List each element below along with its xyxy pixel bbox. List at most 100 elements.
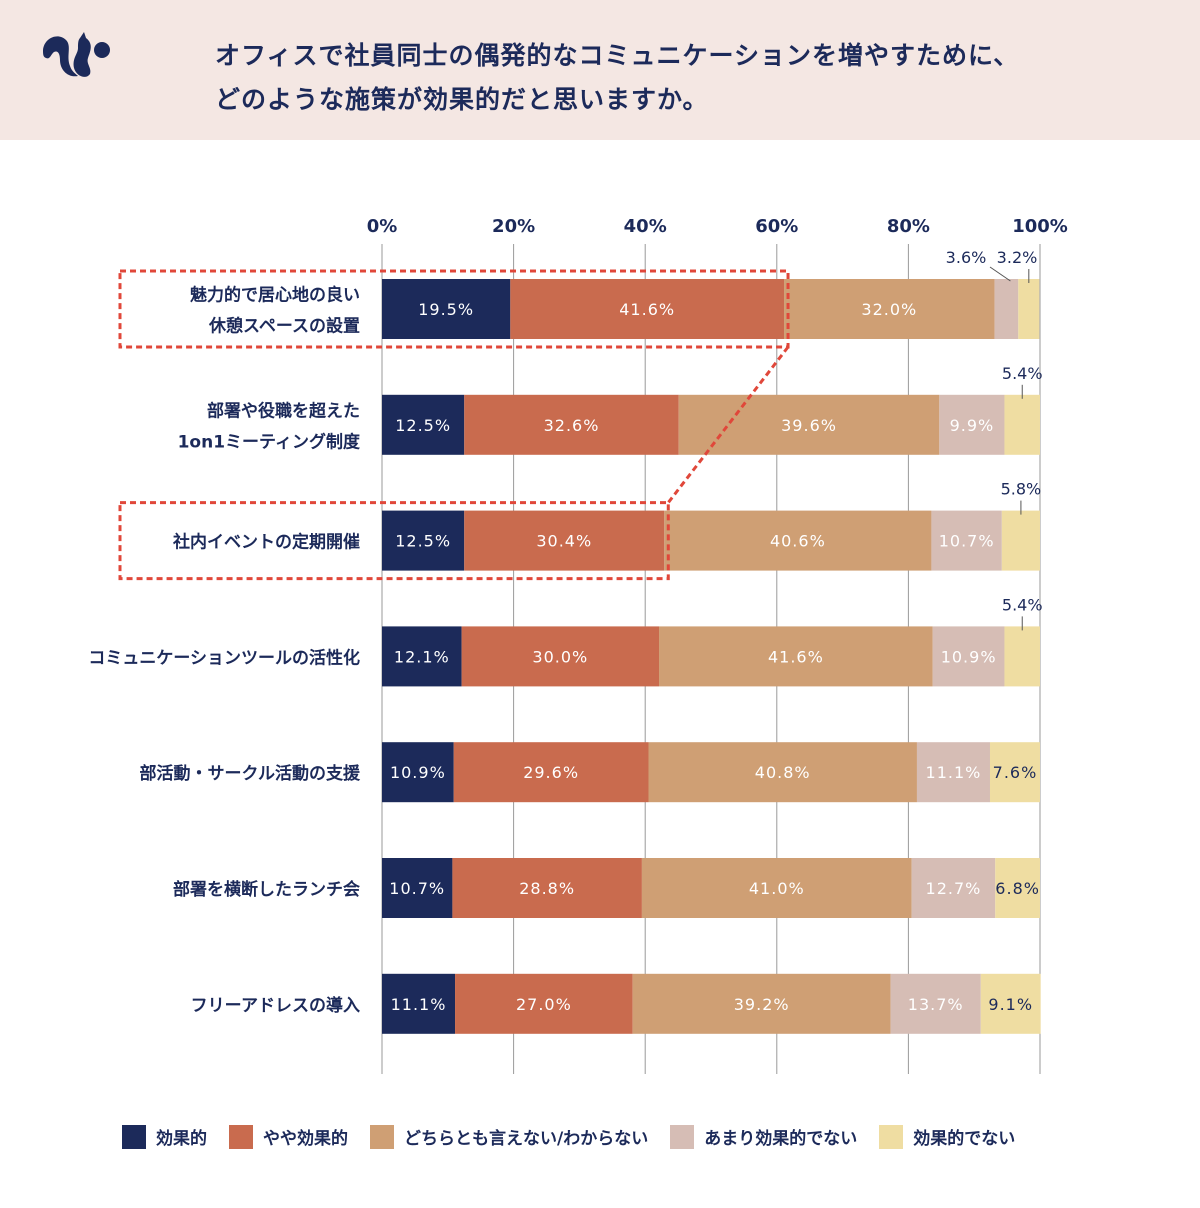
highlight-connector	[667, 346, 790, 504]
data-label: 10.7%	[939, 532, 995, 551]
data-label: 6.8%	[995, 879, 1040, 898]
data-label: 13.7%	[908, 995, 964, 1014]
data-label: 10.9%	[941, 647, 997, 666]
category-label: 魅力的で居心地の良い	[190, 285, 360, 306]
data-label: 40.8%	[755, 763, 811, 782]
legend-swatch	[122, 1124, 146, 1149]
category-label: 部署を横断したランチ会	[173, 879, 360, 900]
legend-item: 効果的	[122, 1124, 207, 1149]
bar-segment	[382, 858, 453, 918]
category-label: 休憩スペースの設置	[208, 316, 360, 337]
legend-swatch	[879, 1124, 904, 1149]
data-label: 9.1%	[988, 995, 1033, 1014]
data-label: 12.1%	[394, 647, 450, 666]
bar-segment	[382, 626, 462, 687]
data-label: 39.6%	[781, 416, 837, 435]
data-label: 11.1%	[926, 763, 982, 782]
x-tick-label: 40%	[624, 216, 667, 237]
x-tick-label: 80%	[887, 216, 930, 237]
data-label: 11.1%	[391, 995, 447, 1014]
bar-segment	[659, 626, 933, 687]
legend-item: やや効果的	[229, 1124, 348, 1149]
data-label: 9.9%	[950, 416, 995, 435]
highlight-box	[118, 501, 670, 581]
bar-segment	[648, 742, 917, 803]
legend: 効果的 やや効果的 どちらとも言えない/わからない あまり効果的でない 効果的でない	[122, 1124, 1015, 1149]
squirrel-logo-icon	[43, 32, 110, 77]
legend-swatch	[229, 1124, 253, 1149]
x-tick-label: 100%	[1012, 216, 1068, 237]
title-line-2: どのような施策が効果的だと思いますか。	[215, 85, 709, 114]
bar-segment	[1004, 394, 1040, 455]
bar-segment	[995, 858, 1040, 918]
data-label: 40.6%	[770, 532, 826, 551]
leader-line	[989, 266, 1011, 282]
title-line-1: オフィスで社員同士の偶発的なコミュニケーションを増やすために、	[215, 41, 1020, 70]
data-label: 5.4%	[1002, 595, 1043, 614]
legend-item: どちらとも言えない/わからない	[370, 1124, 648, 1149]
highlight-box	[118, 269, 790, 349]
legend-item: あまり効果的でない	[670, 1124, 857, 1149]
data-label: 12.7%	[926, 879, 982, 898]
data-label: 10.9%	[390, 763, 446, 782]
legend-label: やや効果的	[263, 1129, 348, 1149]
bar-segment	[994, 279, 1019, 339]
data-label: 19.5%	[418, 300, 474, 319]
legend-item: 効果的でない	[879, 1124, 1015, 1149]
data-label: 10.7%	[389, 879, 445, 898]
x-tick-label: 60%	[755, 216, 798, 237]
bar-segment	[382, 394, 465, 455]
data-label: 5.8%	[1001, 480, 1042, 499]
bar-segment	[939, 394, 1005, 455]
data-label: 30.0%	[532, 647, 588, 666]
data-label: 39.2%	[734, 995, 790, 1014]
data-label: 3.2%	[997, 248, 1038, 267]
bar-segment	[453, 742, 649, 803]
data-label: 12.5%	[395, 416, 451, 435]
data-label: 32.6%	[544, 416, 600, 435]
category-label: 1on1ミーティング制度	[178, 431, 361, 452]
data-label: 41.6%	[619, 300, 675, 319]
bar-segment	[382, 510, 465, 571]
bar-segment	[931, 510, 1002, 571]
data-label: 7.6%	[993, 763, 1038, 782]
data-label: 3.6%	[946, 248, 987, 267]
bar-segment	[1018, 279, 1040, 339]
legend-label: 効果的でない	[913, 1129, 1016, 1149]
bar-segment	[980, 973, 1041, 1034]
bar-segment	[510, 279, 785, 339]
bar-segment	[461, 626, 660, 687]
category-label: フリーアドレスの導入	[191, 995, 360, 1016]
bar-segment	[1004, 626, 1040, 687]
bar-segment	[784, 279, 995, 339]
x-tick-label: 20%	[492, 216, 535, 237]
bar-segment	[464, 394, 679, 455]
bar-segment	[678, 394, 940, 455]
category-label: コミュニケーションツールの活性化	[88, 647, 360, 668]
x-tick-label: 0%	[367, 216, 398, 237]
data-label: 41.6%	[768, 647, 824, 666]
bar-segment	[916, 742, 990, 803]
bar-segment	[989, 742, 1040, 803]
bar-segment	[911, 858, 996, 918]
data-label: 29.6%	[523, 763, 579, 782]
header: オフィスで社員同士の偶発的なコミュニケーションを増やすために、 どのような施策が…	[0, 0, 1200, 140]
data-label: 41.0%	[749, 879, 805, 898]
bar-segment	[455, 973, 633, 1034]
data-label: 27.0%	[516, 995, 572, 1014]
data-label: 30.4%	[536, 532, 592, 551]
bar-segment	[890, 973, 981, 1034]
category-label: 社内イベントの定期開催	[172, 532, 360, 553]
chart-title: オフィスで社員同士の偶発的なコミュニケーションを増やすために、 どのような施策が…	[215, 34, 1019, 122]
category-label: 部活動・サークル活動の支援	[140, 763, 361, 784]
legend-swatch	[670, 1124, 695, 1149]
bar-segment	[1001, 510, 1040, 571]
bar-segment	[632, 973, 891, 1034]
bar-segment	[382, 742, 454, 803]
data-label: 32.0%	[861, 300, 917, 319]
data-label: 5.4%	[1002, 364, 1043, 383]
bar-segment	[464, 510, 665, 571]
bar-segment	[452, 858, 642, 918]
data-label: 28.8%	[519, 879, 575, 898]
